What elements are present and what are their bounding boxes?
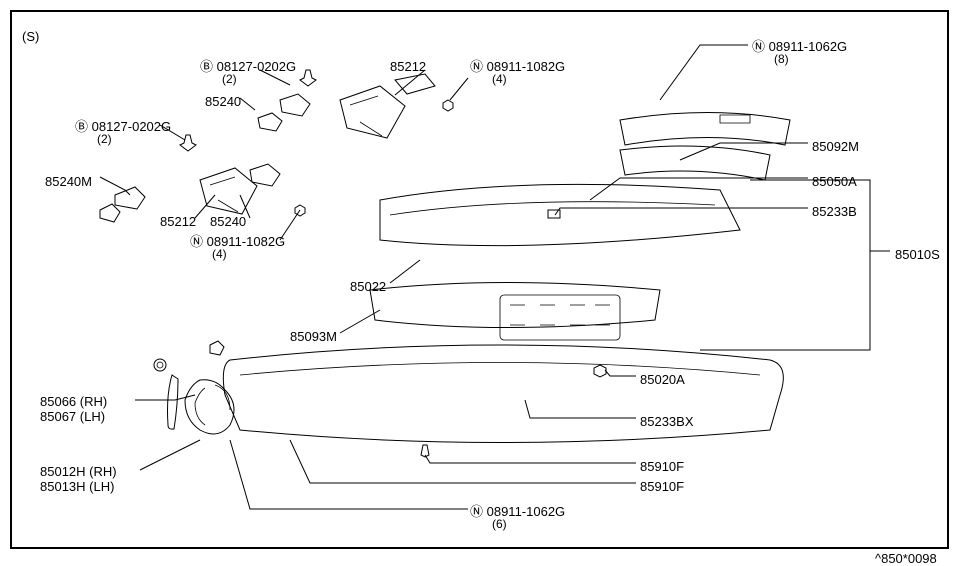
label-text: 85050A bbox=[812, 174, 857, 189]
label-qty: (2) bbox=[222, 73, 296, 85]
part-85022: 85022 bbox=[350, 280, 386, 293]
part-85240m: 85240M bbox=[45, 175, 92, 188]
label-qty: (2) bbox=[97, 133, 171, 145]
part-85067: 85067 (LH) bbox=[40, 410, 105, 423]
part-85910f-a: 85910F bbox=[640, 460, 684, 473]
label-text: 85092M bbox=[812, 139, 859, 154]
frame-code: ^850*0098 bbox=[875, 552, 937, 565]
label-text: 85910F bbox=[640, 479, 684, 494]
label-text: 85212 bbox=[390, 59, 426, 74]
label-text: 85240M bbox=[45, 174, 92, 189]
part-85240-a: 85240 bbox=[205, 95, 241, 108]
label-text: Ⓝ 08911-1062G bbox=[470, 504, 565, 519]
part-85093m: 85093M bbox=[290, 330, 337, 343]
part-85020a: 85020A bbox=[640, 373, 685, 386]
label-text: 85240 bbox=[205, 94, 241, 109]
bolt-08127-0202g-b: Ⓑ 08127-0202G(2) bbox=[75, 120, 171, 145]
label-text: 85022 bbox=[350, 279, 386, 294]
part-85212-a: 85212 bbox=[390, 60, 426, 73]
label-text: Ⓝ 08911-1062G bbox=[752, 39, 847, 54]
part-85066: 85066 (RH) bbox=[40, 395, 107, 408]
label-qty: (4) bbox=[492, 73, 565, 85]
part-85240-b: 85240 bbox=[210, 215, 246, 228]
section-marker: (S) bbox=[22, 30, 39, 43]
nut-08911-1062g-6: Ⓝ 08911-1062G(6) bbox=[470, 505, 565, 530]
part-85012h: 85012H (RH) bbox=[40, 465, 117, 478]
label-text: 85013H (LH) bbox=[40, 479, 114, 494]
part-85233b: 85233B bbox=[812, 205, 857, 218]
nut-08911-1082g-a: Ⓝ 08911-1082G(4) bbox=[470, 60, 565, 85]
label-text: Ⓑ 08127-0202G bbox=[200, 59, 296, 74]
part-85212-b: 85212 bbox=[160, 215, 196, 228]
label-qty: (4) bbox=[212, 248, 285, 260]
label-text: 85212 bbox=[160, 214, 196, 229]
label-text: 85233B bbox=[812, 204, 857, 219]
label-text: 85233BX bbox=[640, 414, 694, 429]
label-qty: (6) bbox=[492, 518, 565, 530]
label-text: 85240 bbox=[210, 214, 246, 229]
label-text: 85067 (LH) bbox=[40, 409, 105, 424]
label-text: 85910F bbox=[640, 459, 684, 474]
part-85092m: 85092M bbox=[812, 140, 859, 153]
bolt-08127-0202g-a: Ⓑ 08127-0202G(2) bbox=[200, 60, 296, 85]
part-85010s: 85010S bbox=[895, 248, 940, 261]
part-85050a: 85050A bbox=[812, 175, 857, 188]
label-text: Ⓝ 08911-1082G bbox=[190, 234, 285, 249]
nut-08911-1082g-b: Ⓝ 08911-1082G(4) bbox=[190, 235, 285, 260]
label-text: 85066 (RH) bbox=[40, 394, 107, 409]
label-text: Ⓝ 08911-1082G bbox=[470, 59, 565, 74]
label-text: 85012H (RH) bbox=[40, 464, 117, 479]
label-qty: (8) bbox=[774, 53, 847, 65]
label-text: 85010S bbox=[895, 247, 940, 262]
label-text: Ⓑ 08127-0202G bbox=[75, 119, 171, 134]
part-85233bx: 85233BX bbox=[640, 415, 694, 428]
part-85013h: 85013H (LH) bbox=[40, 480, 114, 493]
label-text: 85093M bbox=[290, 329, 337, 344]
part-85910f-b: 85910F bbox=[640, 480, 684, 493]
label-text: 85020A bbox=[640, 372, 685, 387]
nut-08911-1062g-8: Ⓝ 08911-1062G(8) bbox=[752, 40, 847, 65]
